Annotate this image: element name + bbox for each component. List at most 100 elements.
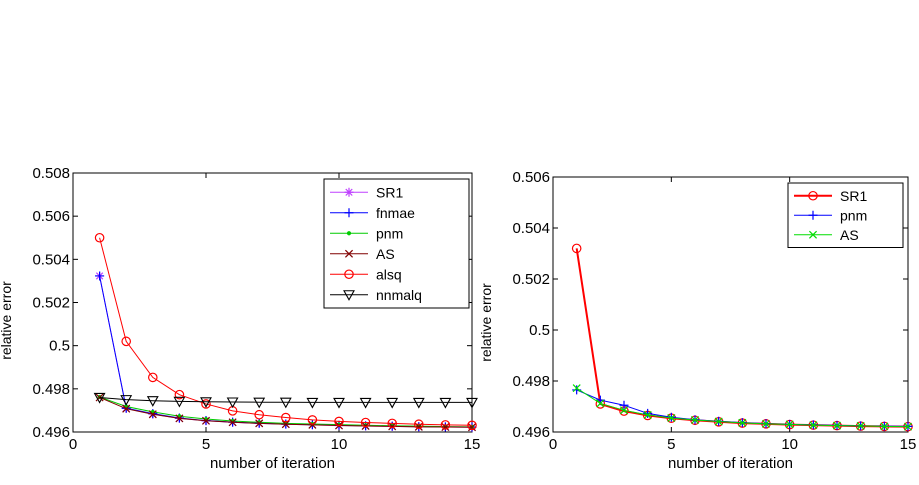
series-nnmalq [93, 392, 478, 409]
legend-marker [344, 187, 354, 197]
y-tick-label: 0.508 [32, 165, 70, 182]
legend-marker [344, 249, 354, 258]
data-point [333, 397, 345, 409]
data-point [228, 418, 237, 427]
data-point [253, 397, 266, 409]
data-point [386, 397, 399, 409]
data-point [226, 397, 239, 409]
legend-entry: AS [794, 227, 859, 243]
data-point [307, 415, 318, 425]
data-point [93, 392, 106, 404]
data-point [148, 372, 158, 383]
left-chart: 0 5 10 15 0.496 0.498 0.5 0.502 0.504 0.506 0.508 n… [0, 165, 480, 472]
data-point [201, 399, 211, 409]
legend-entry: AS [330, 246, 395, 262]
x-axis-label: number of iteration [668, 455, 793, 472]
data-point [120, 395, 133, 406]
series-line [99, 396, 472, 403]
series-alsq [94, 232, 477, 431]
y-tick-label: 0.506 [512, 169, 550, 186]
data-point [440, 420, 451, 430]
legend-entry: fnmae [330, 205, 415, 221]
y-tick-label: 0.506 [32, 208, 70, 225]
data-point [360, 417, 371, 428]
y-tick-label: 0.502 [512, 271, 550, 288]
legend-label: AS [840, 227, 859, 243]
legend-label: fnmae [376, 205, 415, 221]
data-point [413, 419, 424, 430]
legend-label: SR1 [376, 184, 403, 200]
data-point [571, 243, 582, 254]
y-tick-label: 0.498 [32, 381, 70, 398]
series-AS [95, 393, 477, 432]
legend-marker [808, 190, 818, 201]
data-point [94, 232, 105, 243]
data-point [643, 410, 652, 419]
data-point [306, 397, 319, 409]
data-point [121, 336, 131, 347]
data-point [832, 421, 842, 430]
legend-marker [808, 230, 818, 239]
data-point [761, 419, 771, 428]
x-tick-label: 10 [331, 436, 348, 453]
right-chart: 0 5 10 15 0.496 0.498 0.5 0.502 0.504 0.506 number… [478, 169, 916, 472]
data-point [466, 397, 478, 409]
series-AS [572, 384, 913, 431]
x-tick-label: 5 [202, 436, 210, 453]
data-point [146, 396, 159, 407]
data-point [173, 396, 186, 408]
legend: SR1 pnm AS [787, 182, 904, 248]
data-point [280, 412, 291, 423]
data-point [334, 416, 344, 427]
legend-label: pnm [376, 225, 403, 241]
data-point [596, 399, 605, 408]
data-point [122, 404, 131, 413]
legend-label: SR1 [840, 188, 867, 204]
legend-label: alsq [376, 266, 402, 282]
data-point [467, 420, 477, 431]
y-tick-label: 0.504 [512, 220, 550, 237]
data-point [903, 422, 913, 431]
legend-label: nnmalq [376, 287, 422, 303]
legend-marker [808, 210, 818, 220]
legend-entry: pnm [794, 207, 867, 223]
legend-entry: nnmalq [330, 287, 422, 303]
legend-label: AS [376, 246, 395, 262]
legend-label: pnm [840, 207, 867, 223]
x-axis-label: number of iteration [210, 455, 335, 472]
legend-marker [343, 290, 355, 301]
y-tick-label: 0.496 [512, 424, 550, 441]
data-point [690, 415, 700, 425]
legend-marker [344, 208, 354, 218]
data-point [714, 417, 723, 426]
data-point [201, 416, 211, 425]
x-tick-label: 0 [69, 436, 77, 453]
x-tick-label: 15 [900, 436, 917, 453]
data-point [200, 397, 212, 408]
y-axis-label: relative error [478, 283, 494, 362]
data-point [361, 421, 370, 430]
y-axis-label: relative error [0, 281, 14, 360]
data-point [619, 406, 629, 415]
data-point [254, 409, 265, 420]
legend-entry: SR1 [330, 184, 403, 200]
data-point [279, 397, 292, 409]
data-point [572, 384, 581, 393]
data-point [359, 397, 372, 409]
data-point [809, 421, 818, 430]
data-point [785, 420, 794, 429]
legend: SR1 fnmae pnm AS alsq nnmalq [323, 178, 470, 309]
y-tick-label: 0.504 [32, 251, 70, 268]
x-tick-label: 5 [667, 436, 675, 453]
x-tick-label: 0 [549, 436, 557, 453]
data-point [148, 410, 157, 419]
data-point [856, 421, 865, 430]
legend-entry: SR1 [794, 188, 867, 204]
data-point [95, 271, 105, 281]
y-tick-label: 0.498 [512, 373, 550, 390]
data-point [667, 413, 676, 422]
data-point [174, 389, 185, 400]
data-point [388, 422, 397, 431]
data-point [387, 418, 397, 429]
